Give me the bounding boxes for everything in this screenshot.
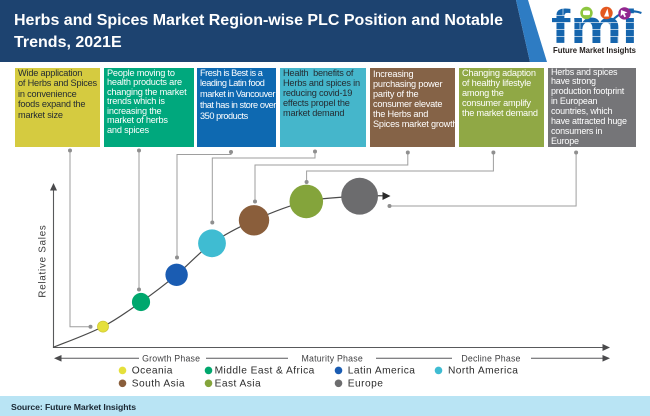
svg-text:Oceania: Oceania <box>132 366 173 377</box>
svg-text:Europe: Europe <box>348 379 384 390</box>
svg-text:North America: North America <box>448 366 518 377</box>
svg-text:Middle East & Africa: Middle East & Africa <box>215 366 315 377</box>
svg-text:South Asia: South Asia <box>132 379 185 390</box>
svg-text:East Asia: East Asia <box>215 379 262 390</box>
svg-text:Future Market Insights: Future Market Insights <box>553 45 636 55</box>
svg-text:Growth Phase: Growth Phase <box>142 353 200 363</box>
svg-text:Relative Sales: Relative Sales <box>38 224 49 297</box>
svg-text:Latin America: Latin America <box>348 366 416 377</box>
svg-text:Maturity Phase: Maturity Phase <box>301 353 362 363</box>
svg-text:Decline Phase: Decline Phase <box>461 353 520 363</box>
